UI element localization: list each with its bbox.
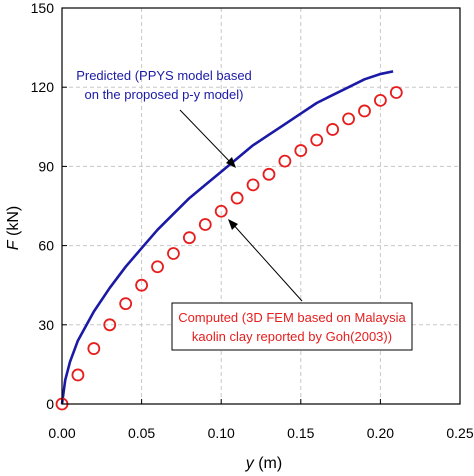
data-point-computed <box>87 342 101 355</box>
data-point-computed <box>358 104 371 118</box>
annotation-computed-box <box>171 302 413 351</box>
x-tick-label: 0.20 <box>367 425 394 441</box>
annotation-predicted-line2: on the proposed p-y model) <box>85 87 244 102</box>
data-point-computed <box>389 86 403 99</box>
annotation-computed-arrow <box>230 221 303 302</box>
x-tick-label: 0.10 <box>208 425 235 441</box>
x-tick-label: 0.15 <box>287 425 314 441</box>
data-point-computed <box>151 260 164 274</box>
data-point-computed <box>342 112 355 126</box>
annotation-computed: Computed (3D FEM based on Malaysia kaoli… <box>171 219 413 351</box>
data-point-computed <box>294 144 308 157</box>
data-point-computed <box>71 368 85 382</box>
data-point-computed <box>167 247 180 260</box>
series-line-predicted <box>60 70 394 405</box>
annotation-predicted-arrowhead <box>226 157 236 168</box>
annotation-predicted: Predicted (PPYS model based on the propo… <box>76 68 252 168</box>
data-point-computed <box>135 278 149 292</box>
y-tick-label: 90 <box>38 158 54 174</box>
data-point-computed <box>278 154 292 168</box>
x-tick-label: 0.00 <box>48 425 75 441</box>
y-tick-label: 120 <box>31 79 55 95</box>
x-axis-label: y (m) <box>245 455 282 472</box>
annotation-computed-line2: kaolin clay reported by Goh(2003)) <box>192 329 392 344</box>
data-point-computed <box>310 133 324 147</box>
annotation-predicted-line1: Predicted (PPYS model based <box>76 68 252 83</box>
annotation-predicted-arrow <box>179 109 234 166</box>
annotation-computed-line1: Computed (3D FEM based on Malaysia <box>178 310 406 325</box>
data-point-computed <box>198 218 212 231</box>
y-tick-label: 30 <box>38 317 54 333</box>
y-tick-label: 0 <box>46 396 54 412</box>
axis-ticks: 0.00 0.05 0.10 0.15 0.20 0.25 0 30 60 90 120 150 <box>31 0 474 441</box>
data-point-computed <box>230 191 244 205</box>
annotation-computed-arrowhead <box>228 219 238 230</box>
data-point-computed <box>182 231 196 245</box>
data-point-computed <box>262 167 276 181</box>
data-point-computed <box>326 123 340 136</box>
series-layer <box>55 70 403 411</box>
y-tick-label: 60 <box>38 238 54 254</box>
data-point-computed <box>214 204 228 218</box>
plot-area-frame <box>61 7 461 405</box>
y-tick-label: 150 <box>31 0 55 16</box>
data-point-computed <box>246 178 260 192</box>
data-point-computed <box>373 94 387 107</box>
x-tick-label: 0.25 <box>446 425 473 441</box>
y-axis-label: F (kN) <box>5 206 22 250</box>
data-point-computed <box>119 297 133 311</box>
data-point-computed <box>103 318 117 332</box>
x-tick-label: 0.05 <box>128 425 155 441</box>
